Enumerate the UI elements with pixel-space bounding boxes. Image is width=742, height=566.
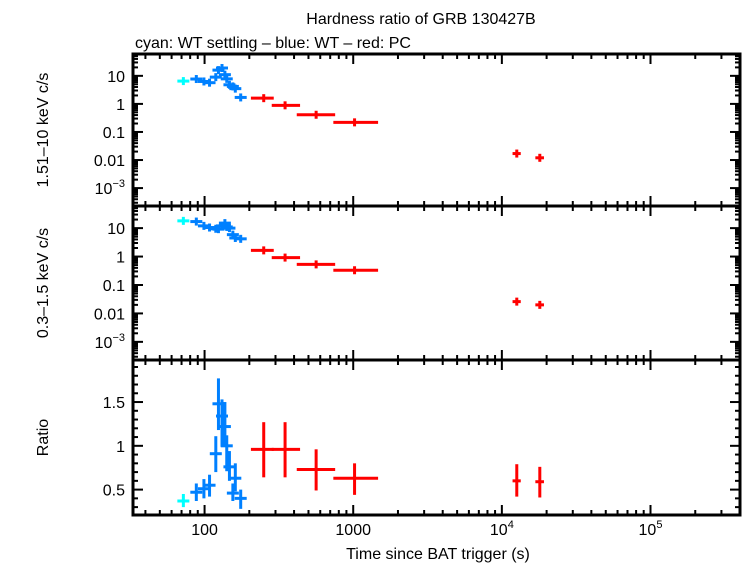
data-point-pc: [535, 466, 544, 498]
y-tick-label: 1: [116, 439, 125, 456]
data-point-wt: [234, 234, 247, 243]
data-point-wt: [234, 489, 247, 509]
y-tick-label: 1.5: [103, 395, 125, 412]
data-point-wt-settling: [177, 493, 190, 508]
data-point-pc: [250, 246, 274, 255]
y-tick-label: 10−3: [95, 332, 125, 352]
x-tick-label: 100: [191, 522, 218, 539]
y-axis-label-0: 1.51–10 keV c/s: [35, 73, 52, 188]
data-point-wt: [218, 402, 231, 446]
data-point-wt: [226, 483, 239, 501]
data-point-wt: [209, 436, 222, 473]
y-tick-label: 10: [107, 221, 125, 238]
y-tick-label: 0.1: [103, 125, 125, 142]
y-tick-label: 1: [116, 250, 125, 267]
data-point-pc: [296, 260, 336, 269]
data-point-pc: [296, 449, 336, 491]
data-point-wt: [190, 483, 203, 501]
data-point-wt: [209, 73, 222, 82]
data-point-wt: [220, 74, 233, 83]
y-tick-label: 0.01: [94, 153, 125, 170]
data-point-pc: [512, 297, 521, 306]
data-point-wt: [203, 474, 216, 497]
data-point-wt: [190, 75, 203, 84]
data-point-pc: [250, 422, 274, 478]
data-point-wt: [197, 479, 210, 499]
data-point-pc: [535, 153, 544, 162]
x-tick-label: 104: [490, 519, 514, 539]
y-tick-label: 0.1: [103, 278, 125, 295]
data-point-wt: [234, 93, 247, 102]
y-tick-label: 0.01: [94, 306, 125, 323]
chart-subtitle: cyan: WT settling – blue: WT – red: PC: [135, 35, 411, 52]
data-point-wt-settling: [177, 216, 190, 225]
data-point-pc: [296, 110, 336, 119]
data-point-wt: [190, 217, 203, 226]
data-point-wt: [216, 64, 229, 73]
data-point-pc: [535, 300, 544, 309]
x-axis-label: Time since BAT trigger (s): [346, 546, 530, 563]
data-point-wt: [220, 435, 233, 472]
data-point-pc: [333, 266, 379, 275]
data-point-wt: [203, 78, 216, 87]
data-point-wt: [223, 224, 236, 233]
data-point-pc: [271, 422, 301, 478]
data-point-pc: [333, 118, 379, 127]
chart-title: Hardness ratio of GRB 130427B: [306, 11, 535, 28]
data-point-pc: [271, 101, 301, 110]
data-point-pc: [512, 149, 521, 158]
y-tick-label: 0.5: [103, 483, 125, 500]
data-point-pc: [333, 463, 379, 495]
data-point-pc: [250, 94, 274, 103]
y-tick-label: 10: [107, 69, 125, 86]
y-tick-label: 1: [116, 97, 125, 114]
x-tick-label: 1000: [335, 522, 371, 539]
y-axis-label-1: 0.3–1.5 keV c/s: [35, 228, 52, 338]
data-point-pc: [512, 464, 521, 497]
data-point-wt: [229, 463, 242, 492]
data-point-wt: [223, 451, 236, 481]
y-tick-label: 10−3: [95, 178, 125, 198]
x-tick-label: 105: [639, 519, 663, 539]
data-point-wt: [218, 70, 231, 79]
data-point-wt-settling: [177, 77, 190, 86]
data-point-pc: [271, 253, 301, 262]
y-axis-label-2: Ratio: [35, 419, 52, 456]
data-point-wt: [229, 84, 242, 93]
